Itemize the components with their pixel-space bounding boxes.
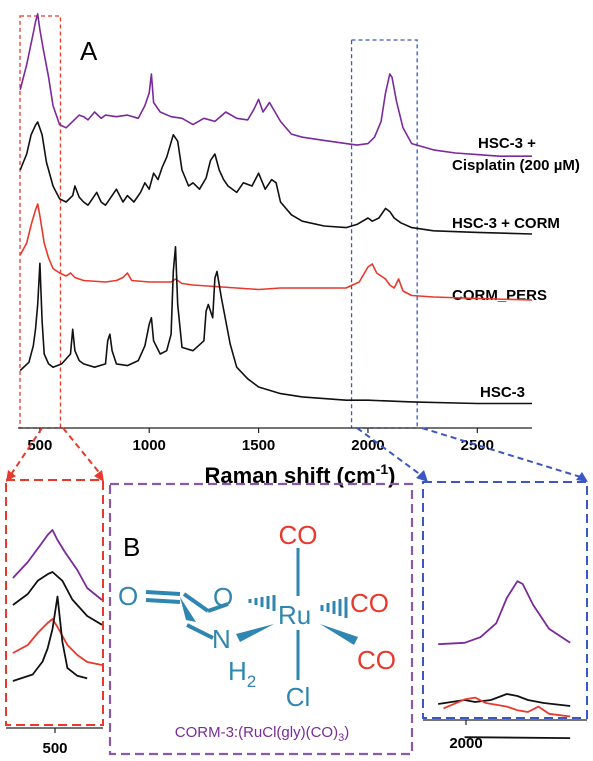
left-zoom-inset: 500: [5, 479, 104, 757]
atom-h: H2: [228, 656, 256, 691]
series-label-corm-pers: CORM_PERS: [452, 287, 547, 304]
bond-c-o-ring: [182, 592, 210, 613]
panel-b-caption: CORM-3:(RuCl(gly)(CO)3): [175, 724, 349, 744]
right-arrowhead-a: [416, 470, 428, 482]
right-zoom-series-2: [443, 696, 571, 718]
right-zoom-tick-label: 2000: [449, 735, 482, 752]
right-zoom-series-3: [464, 736, 571, 739]
left-zoom-series-0: [12, 529, 103, 601]
series-label-cisplatin-2: Cisplatin (200 µM): [452, 157, 580, 174]
series-label-cisplatin-1: HSC-3 +: [478, 135, 536, 152]
main-spectra-plot: A HSC-3 + Cisplatin (200 µM) HSC-3 + COR…: [18, 13, 580, 488]
panel-a-label: A: [80, 36, 98, 66]
ligand-bonds: [145, 590, 229, 640]
left-connector-b: [62, 427, 103, 477]
atom-ru: Ru: [278, 600, 311, 630]
ligand-co-bottom: CO: [357, 645, 396, 675]
atom-cl: Cl: [286, 682, 311, 712]
right-connector-a: [356, 427, 426, 479]
x-tick-label-2500: 2500: [461, 437, 494, 454]
x-tick-label-1000: 1000: [133, 437, 166, 454]
left-zoom-series-3: [12, 595, 88, 682]
left-zoom-series-1: [12, 571, 103, 626]
right-zoom-inset: 2000: [422, 481, 588, 752]
right-zoom-box: [422, 481, 588, 719]
bond-c-o-double-a: [145, 590, 181, 596]
bond-o-ring: [207, 602, 229, 613]
series-line-0: [19, 13, 532, 157]
right-arrowhead-b: [576, 472, 588, 482]
wedge-ru-n: [236, 624, 274, 642]
atom-o-carbonyl: O: [118, 581, 138, 611]
bond-c-o-double-b: [145, 598, 181, 604]
right-zoom-series-1: [438, 693, 571, 707]
series-line-3: [19, 246, 532, 405]
bond-ch2-wedge: [180, 597, 196, 622]
series-line-2: [19, 203, 533, 301]
bond-n-ch2: [186, 623, 214, 640]
series-label-corm: HSC-3 + CORM: [452, 215, 560, 232]
zoom-connectors: [6, 427, 588, 482]
left-zoom-series-2: [12, 618, 103, 666]
right-zoom-series-0: [438, 580, 571, 646]
hashed-bond-o-ru: [248, 595, 276, 611]
left-arrowhead-b: [94, 470, 104, 482]
series-line-1: [19, 121, 533, 235]
left-zoom-box: [5, 479, 104, 726]
atom-o-ring: O: [213, 582, 233, 612]
x-tick-label-2000: 2000: [351, 437, 384, 454]
panel-b-box: [108, 482, 414, 756]
hashed-bond-ru-co-right: [320, 597, 348, 618]
x-axis-title: Raman shift (cm-1): [205, 461, 396, 488]
ligand-co-top: CO: [279, 520, 318, 550]
panel-b-structure: B O O N H2 Ru CO CO CO Cl CORM-3:(RuCl(g…: [108, 482, 414, 756]
left-zoom-tick-label: 500: [42, 740, 67, 757]
x-tick-label-1500: 1500: [242, 437, 275, 454]
series-label-hsc3: HSC-3: [480, 384, 525, 401]
atom-n: N: [212, 624, 231, 654]
wedge-ru-co-bottom: [320, 624, 358, 645]
ligand-co-right: CO: [350, 588, 389, 618]
panel-b-label: B: [123, 532, 140, 562]
right-connector-b: [421, 427, 585, 479]
